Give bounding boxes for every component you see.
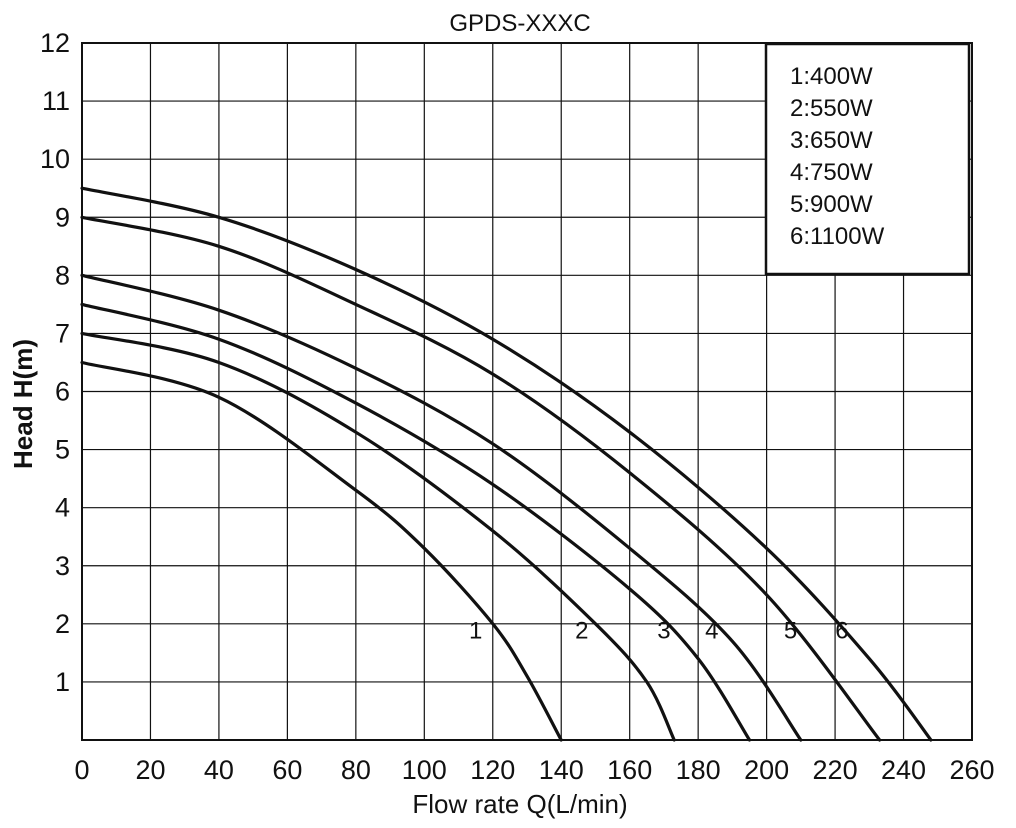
legend-entry: 3:650W (790, 127, 873, 154)
y-tick-label: 9 (55, 202, 70, 232)
y-tick-label: 10 (40, 144, 70, 174)
plot-frame (81, 42, 973, 741)
x-axis-label: Flow rate Q(L/min) (412, 789, 627, 819)
legend: 1:400W 2:550W 3:650W 4:750W 5:900W 6:1100W (764, 42, 971, 276)
curve-label: 4 (705, 618, 718, 645)
x-tick-label: 200 (744, 755, 789, 785)
legend-box (764, 42, 971, 276)
x-tick-label: 120 (470, 755, 515, 785)
curve-label: 5 (784, 618, 797, 645)
legend-entry: 2:550W (790, 95, 873, 122)
y-tick-label: 6 (55, 377, 70, 407)
y-tick-label: 11 (42, 86, 70, 116)
curve-label: 3 (657, 618, 670, 645)
x-tick-label: 240 (881, 755, 926, 785)
x-tick-label: 100 (402, 755, 447, 785)
y-tick-label: 7 (55, 318, 70, 348)
x-tick-label: 80 (341, 755, 371, 785)
legend-entry: 6:1100W (790, 223, 885, 250)
y-tick-label: 5 (55, 435, 70, 465)
y-tick-label: 1 (55, 667, 70, 697)
legend-entry: 4:750W (790, 159, 873, 186)
x-tick-label: 160 (607, 755, 652, 785)
x-tick-label: 140 (539, 755, 584, 785)
x-tick-label: 60 (272, 755, 302, 785)
series-line-3 (80, 302, 752, 742)
y-tick-label: 8 (55, 260, 70, 290)
x-tick-label: 0 (74, 755, 89, 785)
curve-labels: 1 2 3 4 5 6 (469, 618, 849, 645)
y-tick-label: 4 (55, 493, 70, 523)
y-tick-label: 12 (40, 28, 70, 58)
x-tick-label: 260 (949, 755, 994, 785)
curve-label: 2 (575, 618, 588, 645)
x-tick-label: 220 (813, 755, 858, 785)
x-tick-label: 20 (135, 755, 165, 785)
series-line-1 (80, 360, 563, 742)
legend-entry: 5:900W (790, 191, 873, 218)
series-line-2 (80, 331, 676, 742)
legend-entry: 1:400W (790, 63, 873, 90)
curve-label: 1 (469, 618, 482, 645)
y-tick-label: 2 (55, 609, 70, 639)
tick-labels: 0 20 40 60 80 100 120 140 160 180 200 220 240 2601234… (40, 28, 995, 785)
x-tick-label: 40 (204, 755, 234, 785)
series-line-6 (80, 186, 933, 742)
series-line-5 (80, 215, 882, 742)
chart-title: GPDS-XXXC (449, 10, 590, 37)
x-tick-label: 180 (676, 755, 721, 785)
series-line-4 (80, 273, 803, 742)
y-axis-label: Head H(m) (8, 339, 38, 469)
y-tick-label: 3 (55, 551, 70, 581)
curve-label: 6 (835, 618, 848, 645)
series-lines (80, 186, 933, 742)
